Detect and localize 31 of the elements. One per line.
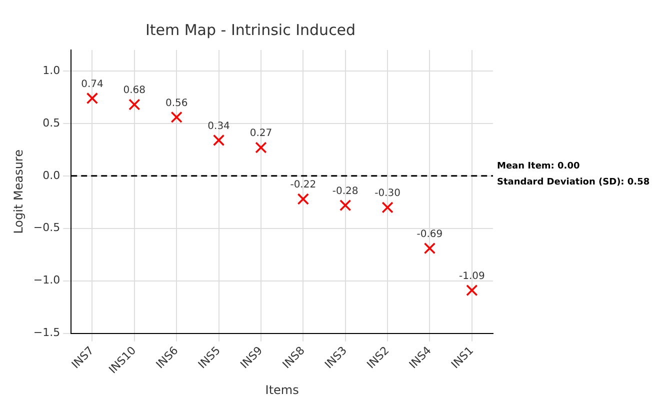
point — [86, 92, 98, 104]
text: Standard Deviation (SD): 0.58 — [497, 177, 650, 188]
point — [170, 111, 182, 124]
point — [297, 193, 309, 205]
text: -0.28 — [332, 186, 358, 197]
text: -0.22 — [290, 180, 316, 191]
point — [339, 199, 352, 212]
text: 0.74 — [81, 78, 104, 90]
point — [128, 98, 140, 110]
text: 0.68 — [123, 85, 146, 96]
point — [255, 142, 267, 154]
y-tick-label: −0.5 — [33, 221, 60, 234]
text: -0.69 — [416, 228, 443, 240]
point — [424, 242, 436, 254]
x-axis-title: Items — [265, 382, 299, 397]
y-axis-title: Logit Measure — [11, 150, 26, 234]
y-tick-label: −1.0 — [33, 274, 60, 287]
y-tick-label: −1.5 — [33, 326, 60, 340]
ref-line-label: Mean Item: 0.00 — [497, 161, 580, 172]
y-tick-label: 0.5 — [42, 116, 60, 130]
y-tick-label: 1.0 — [42, 64, 60, 77]
text: 0.56 — [165, 98, 188, 109]
point — [382, 202, 394, 214]
text: -0.30 — [374, 188, 400, 199]
text: -1.09 — [458, 270, 485, 282]
text: 0.27 — [250, 128, 272, 140]
point — [212, 134, 225, 146]
text: 0.34 — [208, 120, 230, 132]
point — [466, 284, 478, 296]
y-tick-label: 0.0 — [42, 168, 60, 182]
chart-title: Item Map - Intrinsic Induced — [145, 20, 356, 39]
